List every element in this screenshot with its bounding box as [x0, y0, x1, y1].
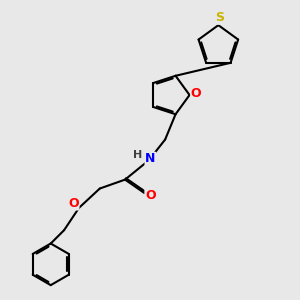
Text: O: O — [145, 190, 156, 202]
Text: O: O — [191, 87, 201, 100]
Text: H: H — [133, 150, 142, 160]
Text: S: S — [215, 11, 224, 24]
Text: N: N — [145, 152, 155, 165]
Text: O: O — [68, 197, 79, 210]
